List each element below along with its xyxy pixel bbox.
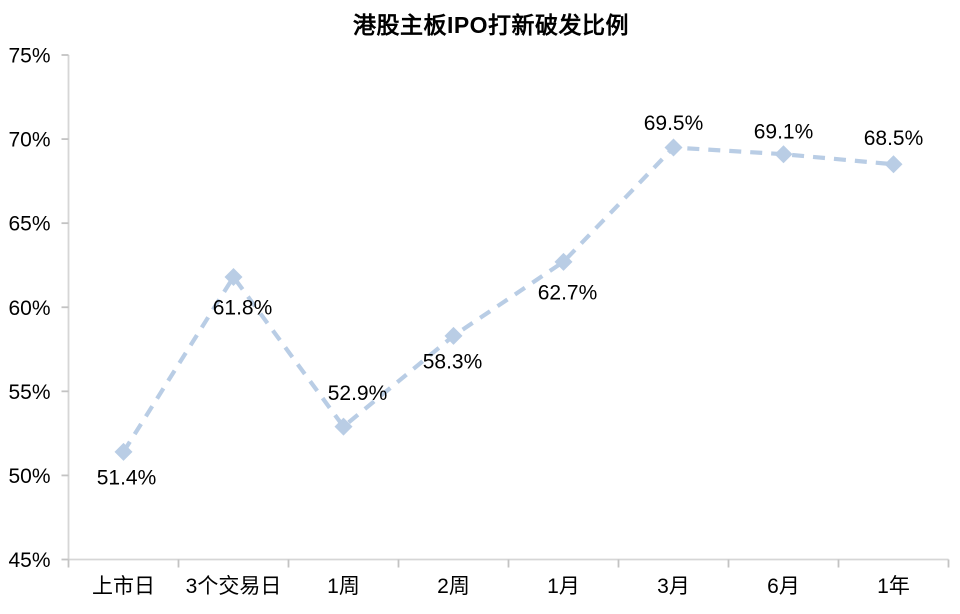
data-point-marker <box>444 326 463 345</box>
data-point-label: 58.3% <box>423 350 483 373</box>
data-point-marker <box>114 442 133 461</box>
data-point-label: 69.5% <box>644 112 704 135</box>
y-tick-label: 55% <box>8 381 50 404</box>
y-tick-label: 75% <box>8 45 50 68</box>
y-tick-label: 60% <box>8 297 50 320</box>
chart-title: 港股主板IPO打新破发比例 <box>352 12 630 38</box>
y-tick-label: 70% <box>8 129 50 152</box>
data-point-label: 68.5% <box>864 127 924 150</box>
data-point-marker <box>224 267 243 286</box>
data-point-marker <box>664 138 683 157</box>
x-category-label: 3个交易日 <box>186 575 282 598</box>
x-category-label: 3月 <box>657 575 690 598</box>
data-point-label: 61.8% <box>213 296 273 319</box>
data-point-marker <box>554 252 573 271</box>
y-tick-label: 45% <box>8 549 50 572</box>
x-category-label: 1周 <box>327 575 360 598</box>
data-point-label: 52.9% <box>328 382 388 405</box>
series-line <box>121 145 894 454</box>
data-point-marker <box>884 155 903 174</box>
data-point-label: 51.4% <box>97 466 157 489</box>
y-tick-label: 50% <box>8 465 50 488</box>
x-category-label: 2周 <box>437 575 470 598</box>
data-point-label: 62.7% <box>538 281 598 304</box>
x-category-label: 1年 <box>877 575 910 598</box>
data-point-label: 69.1% <box>754 121 814 144</box>
x-category-label: 1月 <box>547 575 580 598</box>
data-point-marker <box>334 417 353 436</box>
x-category-label: 上市日 <box>92 575 155 598</box>
y-tick-label: 65% <box>8 213 50 236</box>
data-point-marker <box>774 145 793 164</box>
x-category-label: 6月 <box>767 575 800 598</box>
